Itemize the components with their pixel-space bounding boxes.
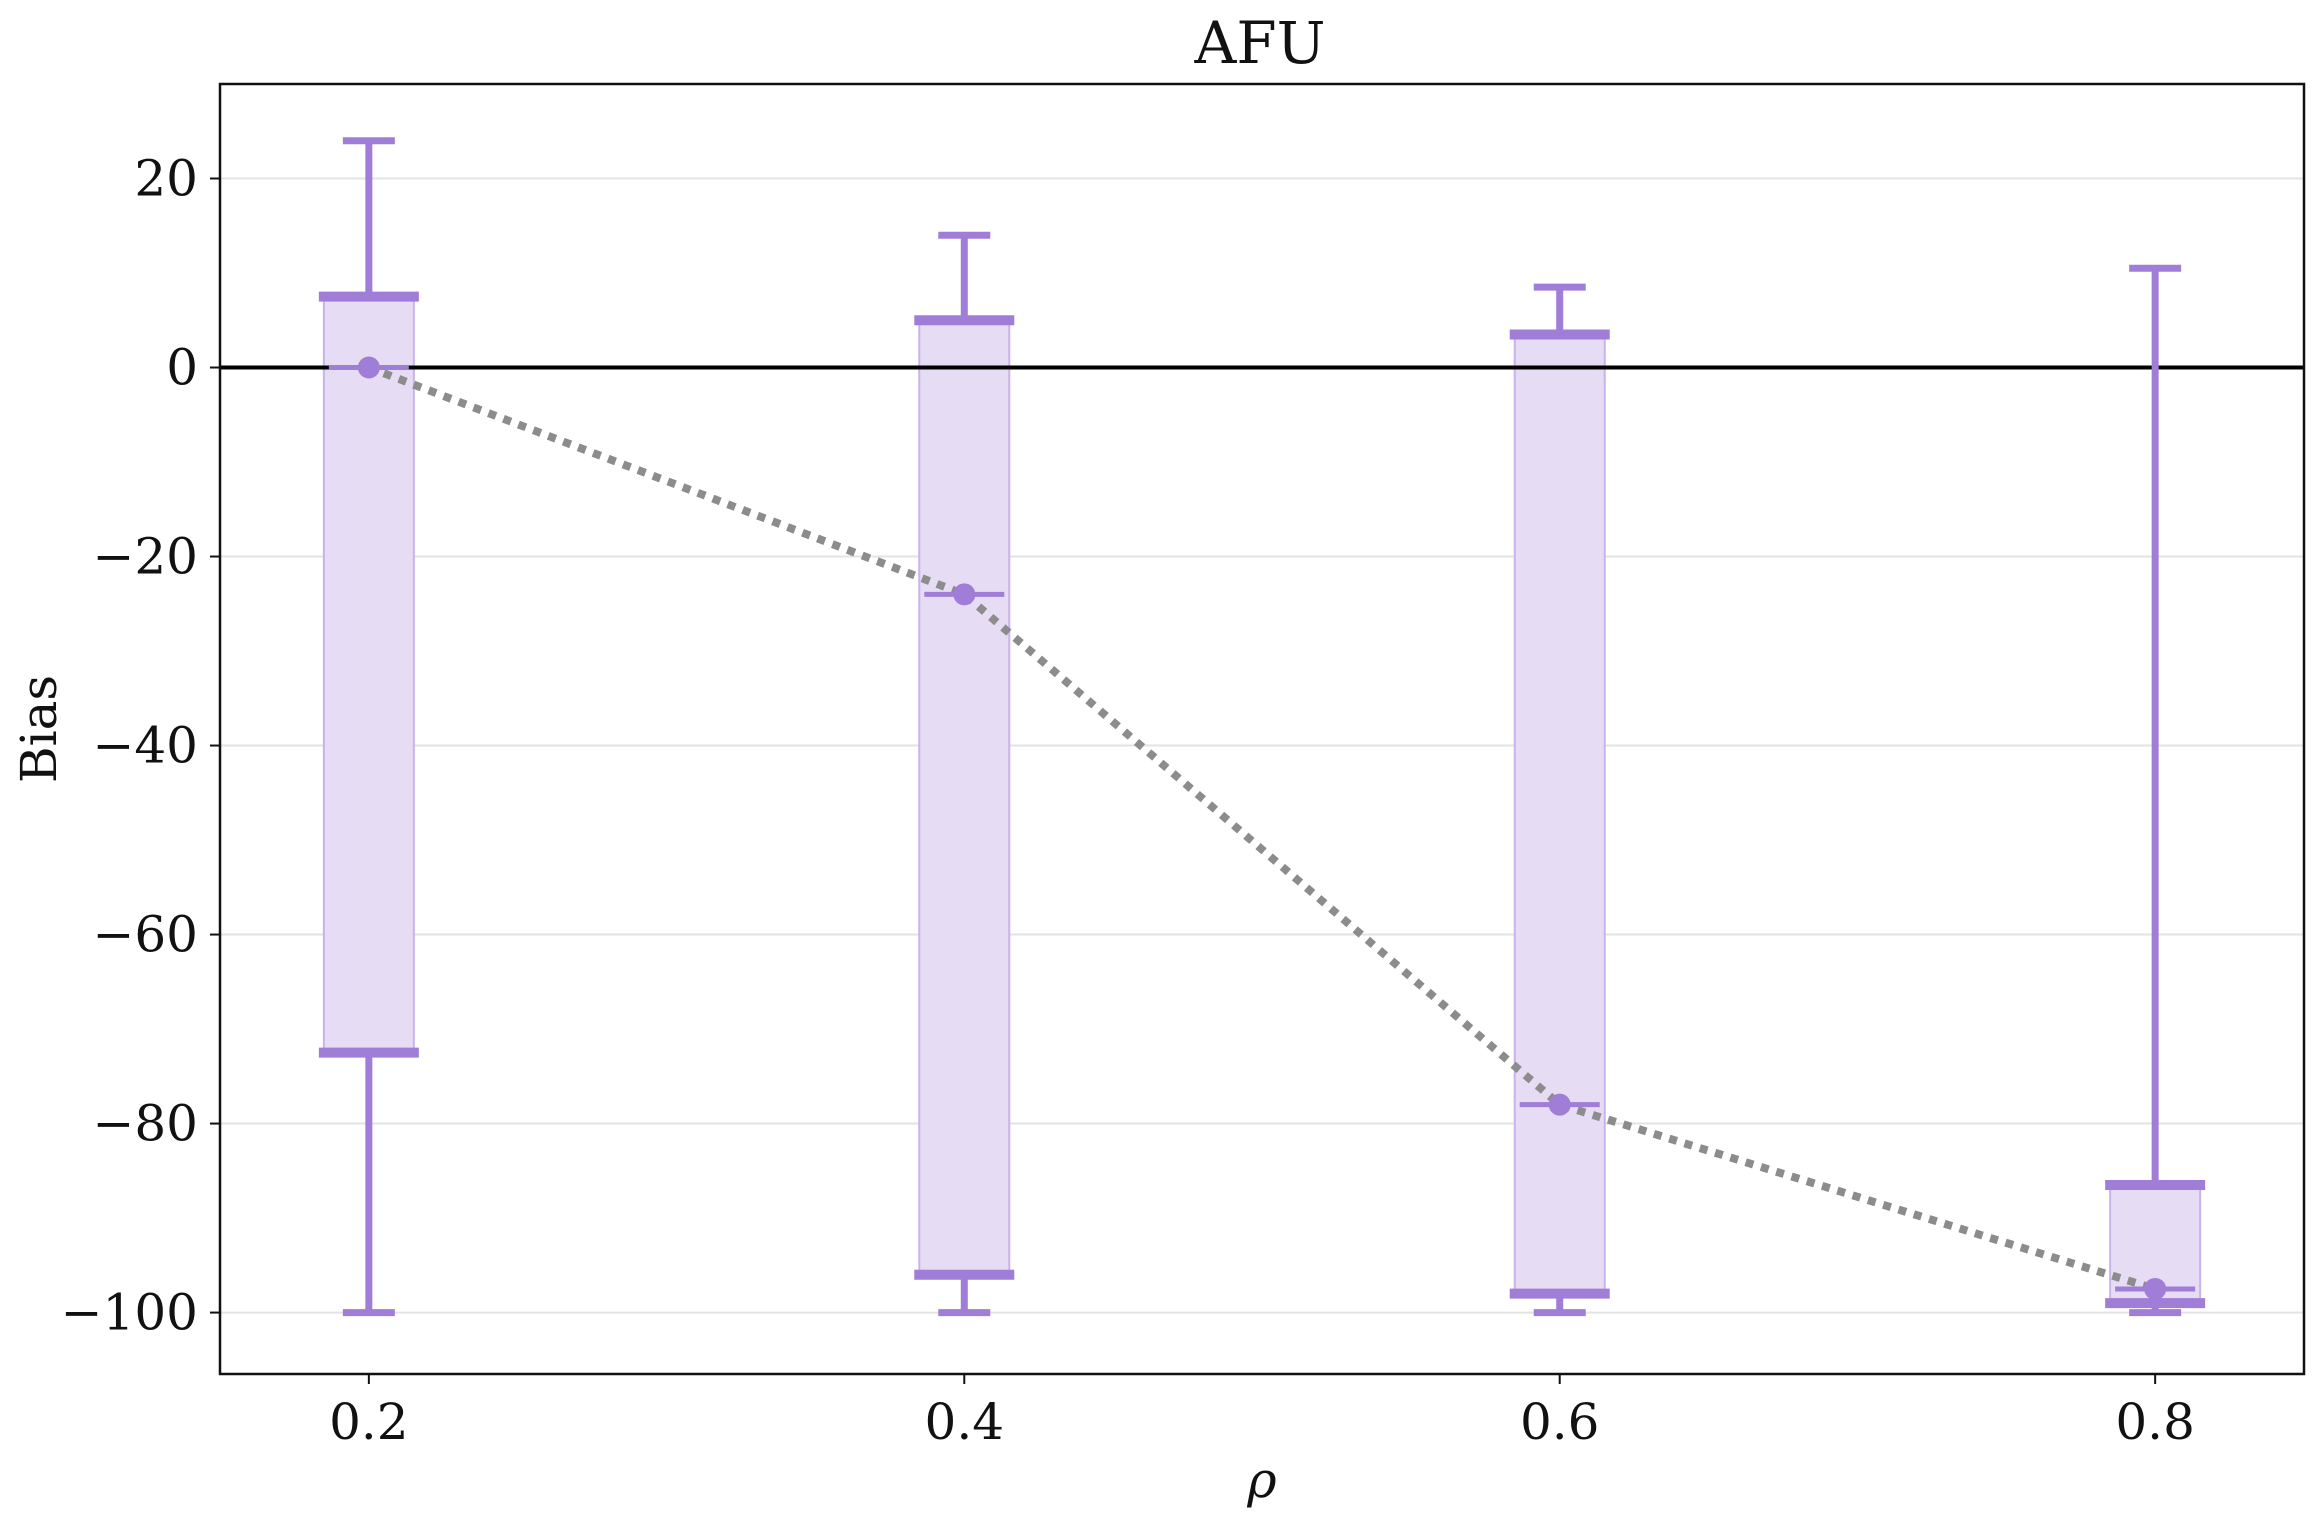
y-tick-label: −40 xyxy=(92,717,198,775)
box-iqr xyxy=(322,295,415,1054)
y-tick-label: 20 xyxy=(134,150,198,208)
whisker-layer xyxy=(318,137,2206,1317)
chart-title: AFU xyxy=(1193,9,1325,77)
box-iqr xyxy=(1513,333,1606,1295)
y-axis-ticks: 20 0 −20 −40 −60 −80 −100 xyxy=(61,150,220,1342)
x-tick-label: 0.8 xyxy=(2115,1393,2195,1451)
plot-frame xyxy=(218,82,2306,1376)
y-tick-label: 0 xyxy=(166,339,198,397)
y-tick-label: −80 xyxy=(92,1095,198,1153)
x-tick-label: 0.4 xyxy=(925,1393,1005,1451)
mean-point xyxy=(357,356,380,379)
mean-trend-line xyxy=(367,363,2157,1293)
y-axis-label: Bias xyxy=(10,675,68,783)
mean-point xyxy=(953,583,976,606)
y-tick-label: −60 xyxy=(92,906,198,964)
y-tick-label: −20 xyxy=(92,528,198,586)
x-tick-label: 0.2 xyxy=(329,1393,409,1451)
mean-point xyxy=(2144,1277,2167,1300)
x-tick-label: 0.6 xyxy=(1520,1393,1600,1451)
mean-line-layer xyxy=(367,363,2157,1293)
mean-point xyxy=(1548,1093,1571,1116)
y-tick-label: −100 xyxy=(61,1284,198,1342)
x-axis-ticks: 0.2 0.4 0.6 0.8 xyxy=(329,1374,2195,1451)
box-iqr xyxy=(918,319,1011,1276)
x-axis-label: ρ xyxy=(1246,1451,1277,1509)
